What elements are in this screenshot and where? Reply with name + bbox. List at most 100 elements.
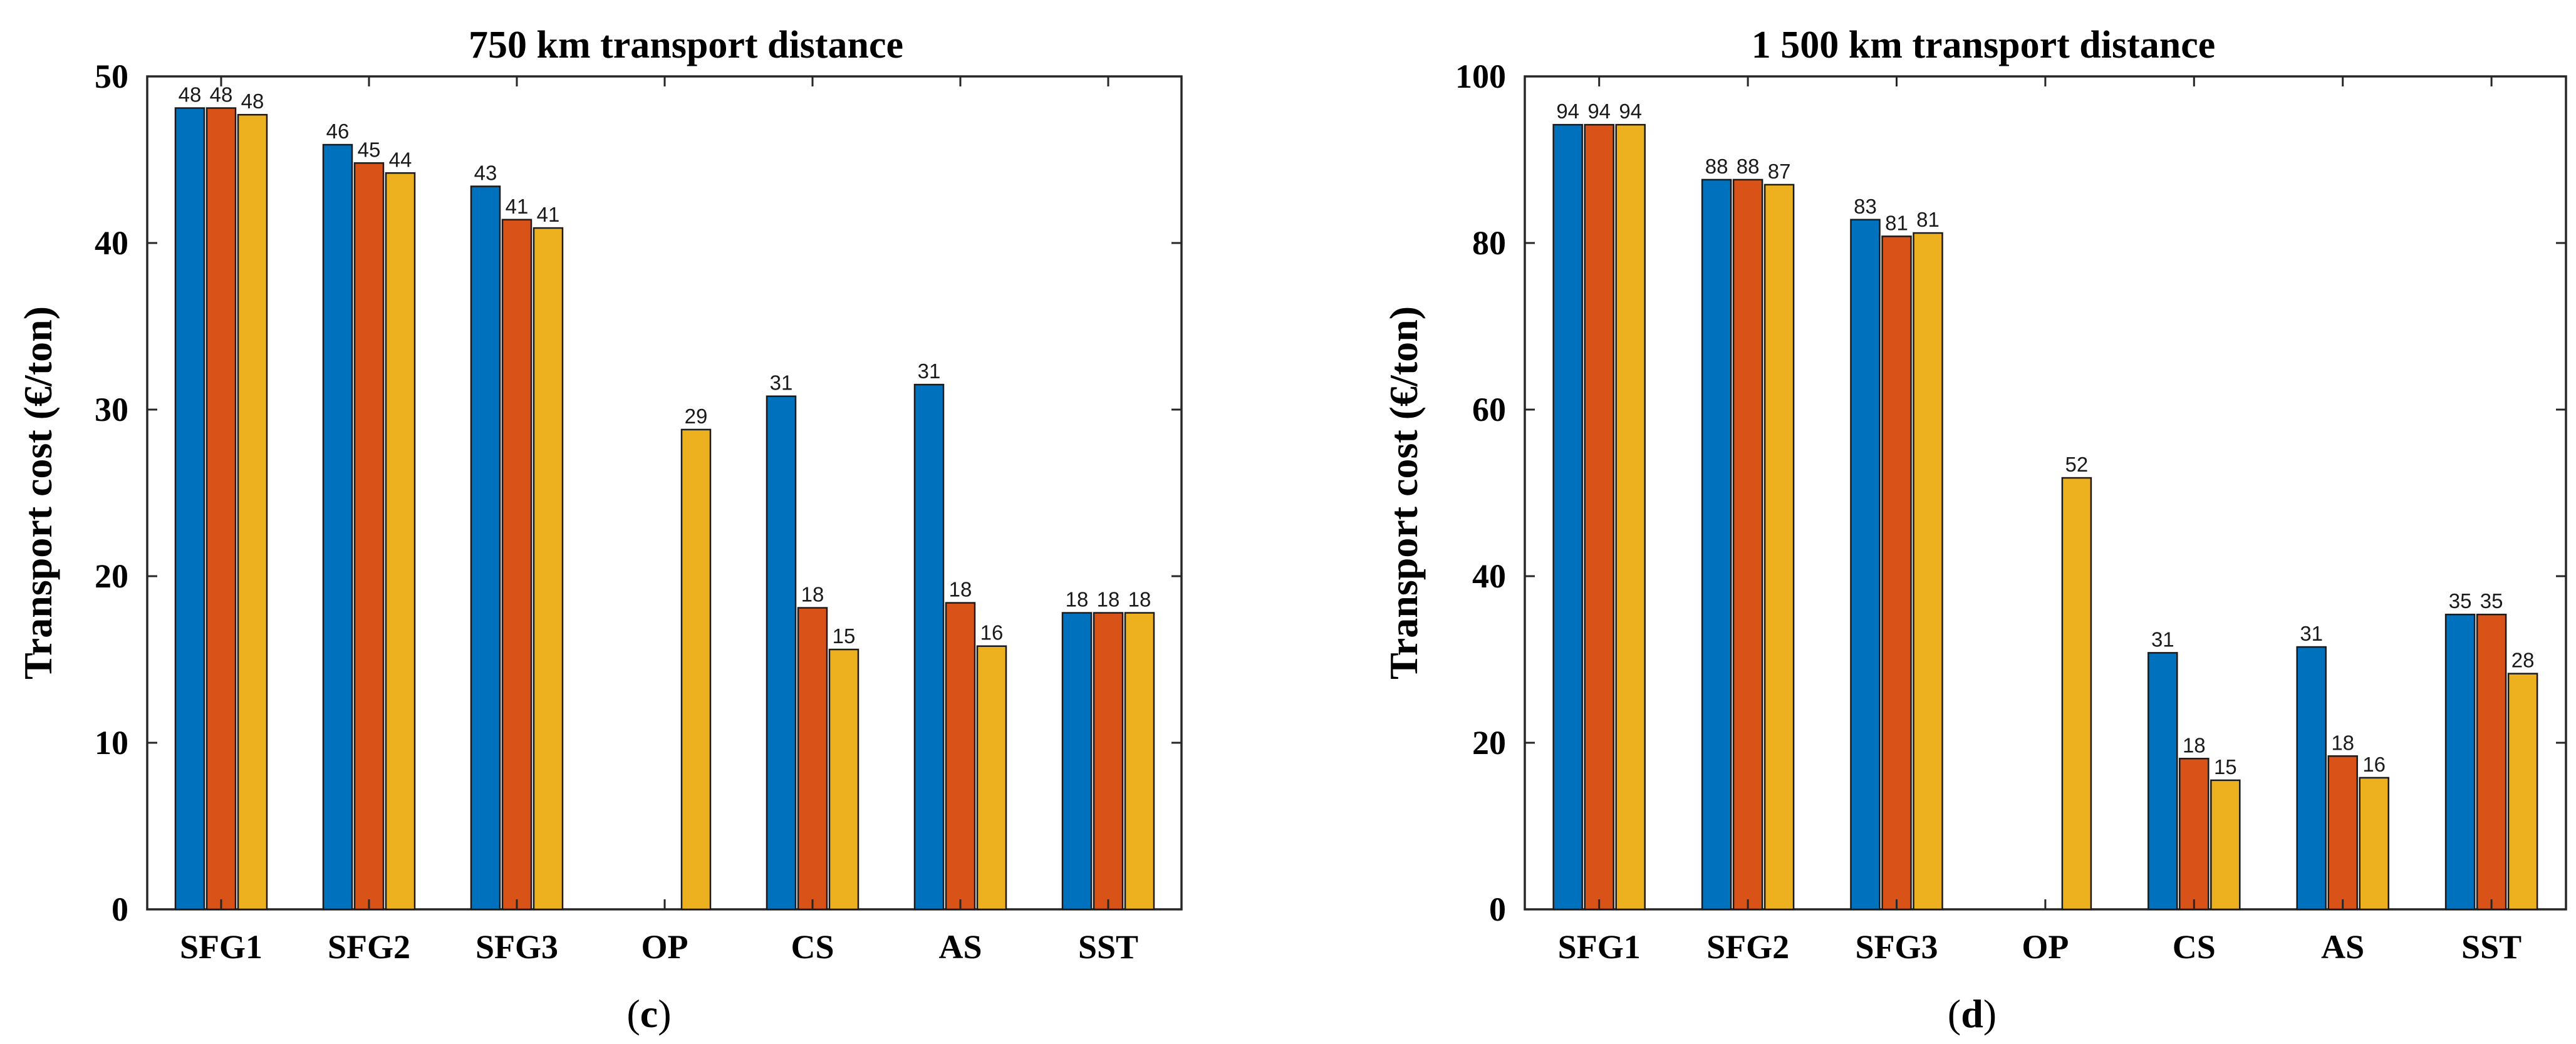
- panel-label-letter: c: [640, 991, 658, 1036]
- bar-sfg1-series-2: [1584, 123, 1614, 911]
- data-label: 94: [1587, 100, 1611, 123]
- bar-sfg3-series-3: [1913, 232, 1943, 911]
- bar-cs-series-2: [797, 607, 828, 911]
- y-axis-label: Transport cost (€/ton): [16, 306, 60, 680]
- data-label: 16: [980, 621, 1004, 644]
- bar-sfg1-series-1: [174, 107, 205, 911]
- data-label: 46: [326, 120, 350, 143]
- bar-sfg3-series-1: [1850, 219, 1881, 911]
- bar-sfg1-series-1: [1552, 123, 1583, 911]
- x-tick-label: SFG1: [180, 928, 262, 966]
- x-tick-label: SFG1: [1558, 928, 1641, 966]
- bar-sfg2-series-2: [353, 162, 385, 911]
- bar-sfg2-series-2: [1732, 178, 1763, 911]
- bar-op-series-3: [2061, 477, 2092, 911]
- data-label: 94: [1619, 100, 1642, 123]
- data-label: 31: [770, 371, 793, 395]
- panel-label-open: (: [626, 991, 640, 1036]
- y-tick-label: 40: [1472, 557, 1506, 595]
- panel-label-letter: d: [1961, 991, 1983, 1036]
- panel-label: (c): [626, 991, 671, 1036]
- bar-sst-series-3: [2507, 673, 2538, 911]
- x-tick-label: OP: [2022, 928, 2069, 966]
- data-label: 83: [1854, 195, 1877, 218]
- bar-sfg3-series-3: [532, 227, 564, 911]
- bar-sfg2-series-1: [1701, 178, 1732, 911]
- y-axis-label: Transport cost (€/ton): [1381, 306, 1426, 680]
- data-label: 18: [2331, 731, 2354, 754]
- panel-label: (d): [1948, 991, 1997, 1036]
- bar-as-series-1: [2296, 646, 2327, 911]
- data-label: 18: [801, 583, 824, 606]
- bar-as-series-2: [945, 602, 976, 911]
- bar-sst-series-3: [1124, 612, 1155, 911]
- bar-sst-series-2: [1093, 612, 1124, 911]
- data-label: 81: [1916, 208, 1940, 231]
- bar-as-series-1: [913, 383, 945, 911]
- data-label: 18: [1128, 588, 1151, 611]
- bar-sfg2-series-3: [385, 172, 416, 911]
- bar-sfg1-series-2: [205, 107, 237, 911]
- data-label: 18: [1066, 588, 1089, 611]
- x-tick-label: SFG3: [1855, 928, 1938, 966]
- y-tick-label: 10: [95, 724, 128, 762]
- data-label: 35: [2480, 589, 2503, 612]
- y-tick-label: 30: [95, 391, 128, 428]
- data-label: 88: [1737, 155, 1760, 178]
- data-label: 41: [537, 203, 560, 226]
- bar-sfg2-series-1: [322, 143, 353, 911]
- y-tick-label: 0: [1489, 891, 1506, 928]
- data-label: 52: [2065, 453, 2089, 476]
- data-label: 28: [2511, 649, 2535, 672]
- x-tick-label: SFG3: [475, 928, 558, 966]
- x-tick-label: SFG2: [1706, 928, 1789, 966]
- bar-sfg1-series-3: [1615, 123, 1646, 911]
- y-tick-label: 60: [1472, 391, 1506, 428]
- data-label: 48: [241, 90, 264, 113]
- data-label: 43: [474, 162, 497, 185]
- data-label: 18: [2183, 733, 2206, 757]
- data-label: 29: [685, 405, 708, 428]
- y-tick-label: 100: [1455, 58, 1506, 95]
- data-label: 35: [2449, 589, 2472, 612]
- chart-title: 1 500 km transport distance: [1752, 24, 2216, 66]
- plot-area: [1524, 75, 2567, 911]
- chart-title: 750 km transport distance: [469, 24, 903, 66]
- x-tick-label: SFG2: [328, 928, 410, 966]
- data-label: 31: [2151, 628, 2174, 651]
- data-label: 18: [1097, 588, 1120, 611]
- bar-cs-series-2: [2179, 758, 2210, 911]
- y-tick-label: 0: [112, 891, 128, 928]
- x-tick-label: CS: [2173, 928, 2216, 966]
- data-label: 41: [506, 195, 529, 218]
- panel-label-close: ): [1983, 991, 1997, 1036]
- x-tick-label: OP: [641, 928, 688, 966]
- data-label: 48: [210, 83, 233, 106]
- bar-cs-series-3: [828, 648, 860, 911]
- bar-sfg3-series-2: [501, 219, 532, 911]
- data-label: 94: [1556, 100, 1579, 123]
- y-tick-label: 40: [95, 224, 128, 262]
- y-tick-label: 20: [95, 557, 128, 595]
- y-tick-label: 50: [95, 58, 128, 95]
- bar-as-series-3: [2359, 777, 2389, 911]
- bar-as-series-2: [2327, 755, 2358, 911]
- data-label: 16: [2362, 753, 2386, 776]
- data-label: 81: [1885, 211, 1908, 234]
- y-tick-label: 80: [1472, 224, 1506, 262]
- bar-as-series-3: [976, 645, 1007, 911]
- bar-sfg2-series-3: [1763, 183, 1795, 911]
- panel-label-close: ): [658, 991, 671, 1036]
- x-tick-label: SST: [2461, 928, 2521, 966]
- x-tick-label: AS: [938, 928, 982, 966]
- data-label: 18: [949, 578, 972, 601]
- bar-sfg3-series-1: [470, 185, 501, 911]
- plot-area: [146, 75, 1183, 911]
- chart-panel-d: 1 500 km transport distance 94 94 94 88 88 87…: [1381, 24, 2567, 1036]
- y-tick-label: 20: [1472, 724, 1506, 762]
- panel-label-open: (: [1948, 991, 1961, 1036]
- bar-cs-series-1: [766, 395, 797, 911]
- data-label: 88: [1705, 155, 1728, 178]
- data-label: 44: [389, 148, 412, 171]
